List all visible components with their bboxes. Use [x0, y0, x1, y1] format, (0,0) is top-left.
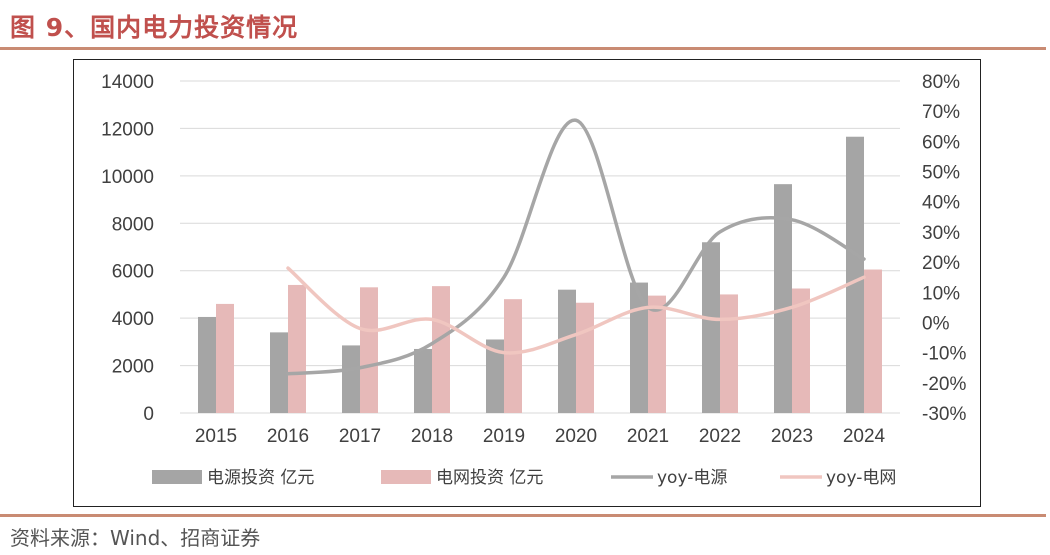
legend-swatch: [381, 470, 431, 484]
bar-power-grid: [792, 288, 810, 413]
legend-label: 电网投资 亿元: [436, 468, 543, 488]
bar-power-grid: [504, 299, 522, 413]
x-tick-label: 2015: [195, 426, 237, 447]
bar-power-source: [846, 136, 864, 413]
bar-power-grid: [288, 284, 306, 413]
x-tick-label: 2021: [627, 426, 669, 447]
y-right-tick-label: 10%: [922, 283, 960, 304]
y-left-tick-label: 0: [143, 404, 154, 425]
y-right-tick-label: 20%: [922, 253, 960, 274]
y-right-tick-label: 70%: [922, 102, 960, 123]
chart-title: 图 9、国内电力投资情况: [10, 13, 299, 42]
x-tick-label: 2016: [267, 426, 309, 447]
y-left-tick-label: 12000: [101, 119, 154, 140]
x-tick-label: 2019: [483, 426, 525, 447]
y-right-tick-label: 60%: [922, 132, 960, 153]
line-yoy-power-grid: [286, 266, 866, 355]
title-rule: [0, 47, 1046, 50]
y-right-tick-label: 80%: [922, 72, 960, 93]
line-yoy-power-source: [286, 118, 866, 376]
source-note: 资料来源：Wind、招商证券: [10, 526, 261, 550]
y-right-tick-label: 30%: [922, 223, 960, 244]
chart-frame: [73, 59, 981, 507]
y-right-tick-label: -30%: [922, 404, 966, 425]
bar-power-source: [630, 282, 648, 413]
legend-swatch: [152, 470, 202, 484]
bar-power-grid: [216, 303, 234, 413]
legend-label: 电源投资 亿元: [207, 468, 314, 488]
y-left-tick-label: 2000: [112, 357, 154, 378]
legend-label: yoy-电网: [826, 468, 896, 488]
bar-power-grid: [432, 286, 450, 413]
x-tick-label: 2020: [555, 426, 597, 447]
y-left-tick-label: 10000: [101, 167, 154, 188]
y-left-tick-label: 4000: [112, 309, 154, 330]
bar-power-source: [774, 184, 792, 413]
bar-power-grid: [576, 302, 594, 413]
footer-rule: [0, 514, 1046, 517]
bar-power-source: [414, 348, 432, 413]
y-right-tick-label: 40%: [922, 193, 960, 214]
bar-power-source: [270, 332, 288, 413]
x-tick-label: 2024: [843, 426, 886, 447]
y-right-tick-label: 0%: [922, 313, 950, 334]
legend-label: yoy-电源: [657, 468, 727, 488]
bar-power-source: [486, 339, 504, 413]
y-right-tick-label: -20%: [922, 374, 966, 395]
bar-power-grid: [648, 295, 666, 413]
bar-power-grid: [864, 269, 882, 413]
bar-power-source: [342, 345, 360, 413]
y-right-tick-label: -10%: [922, 344, 966, 365]
x-tick-label: 2018: [411, 426, 453, 447]
y-left-tick-label: 6000: [112, 262, 154, 283]
x-tick-label: 2017: [339, 426, 381, 447]
bar-power-source: [702, 242, 720, 413]
y-left-tick-label: 8000: [112, 214, 154, 235]
x-tick-label: 2023: [771, 426, 813, 447]
x-tick-label: 2022: [699, 426, 741, 447]
y-right-tick-label: 50%: [922, 163, 960, 184]
y-left-tick-label: 14000: [101, 72, 154, 93]
bar-power-source: [558, 289, 576, 413]
bar-power-grid: [360, 287, 378, 413]
bar-power-grid: [720, 294, 738, 413]
bar-power-source: [198, 316, 216, 413]
